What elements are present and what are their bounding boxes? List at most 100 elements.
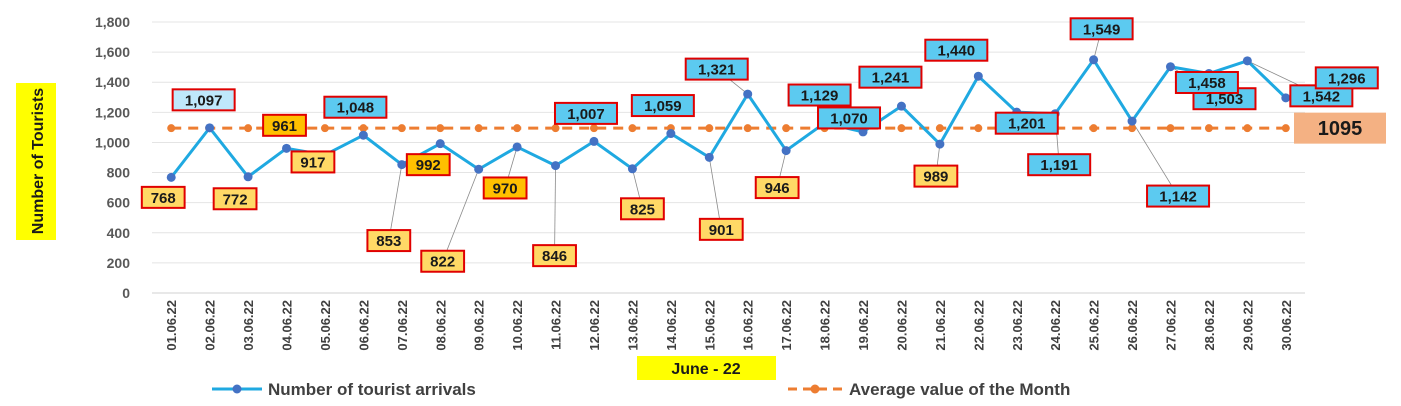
x-tick-label: 17.06.22 (779, 300, 794, 351)
x-tick-label: 04.06.22 (280, 300, 295, 351)
arrivals-point (974, 72, 983, 81)
average-point (974, 124, 982, 132)
average-point (1090, 124, 1098, 132)
arrivals-point (513, 142, 522, 151)
data-label: 946 (765, 180, 790, 197)
data-labels: 768 1,097 772 961 917 1,048 853 992 822 970 846 1,0… (142, 18, 1386, 271)
data-label: 1,241 (872, 70, 910, 87)
data-label: 853 (376, 233, 401, 250)
average-point (513, 124, 521, 132)
arrivals-point (897, 102, 906, 111)
data-label: 1,129 (801, 88, 839, 105)
data-label: 822 (430, 254, 455, 271)
data-label: 1,097 (185, 92, 223, 109)
x-axis-ticks: 01.06.22 02.06.22 03.06.22 04.06.22 05.06.22… (164, 300, 1294, 351)
average-point (628, 124, 636, 132)
x-tick-label: 01.06.22 (164, 300, 179, 351)
data-label: 1,048 (337, 100, 375, 117)
arrivals-point (282, 144, 291, 153)
data-label: 1,321 (698, 62, 736, 79)
x-tick-label: 07.06.22 (395, 300, 410, 351)
average-point (936, 124, 944, 132)
data-label: 1,458 (1188, 75, 1226, 92)
data-label: 1,201 (1008, 116, 1046, 133)
y-tick-label: 800 (107, 165, 131, 181)
label-leader (555, 166, 556, 256)
x-tick-label: 05.06.22 (318, 300, 333, 351)
x-tick-label: 15.06.22 (702, 300, 717, 351)
data-label: 1,142 (1159, 189, 1197, 206)
x-tick-label: 26.06.22 (1125, 300, 1140, 351)
x-tick-label: 23.06.22 (1010, 300, 1025, 351)
average-point (552, 124, 560, 132)
x-tick-label: 12.06.22 (587, 300, 602, 351)
x-tick-label: 24.06.22 (1048, 300, 1063, 351)
y-tick-label: 1,400 (95, 74, 130, 90)
legend-arrivals-marker (233, 385, 242, 394)
arrivals-point (1166, 62, 1175, 71)
data-label: 1,440 (938, 43, 976, 60)
x-tick-label: 20.06.22 (894, 300, 909, 351)
arrivals-point (397, 160, 406, 169)
arrivals-point (359, 131, 368, 140)
arrivals-point (1243, 56, 1252, 65)
x-tick-label: 21.06.22 (933, 300, 948, 351)
data-label: 961 (272, 118, 297, 135)
average-point (436, 124, 444, 132)
x-axis-title: June - 22 (671, 361, 740, 378)
x-tick-label: 11.06.22 (549, 300, 564, 350)
arrivals-point (705, 153, 714, 162)
arrivals-point (167, 173, 176, 182)
average-point (244, 124, 252, 132)
x-tick-label: 08.06.22 (433, 300, 448, 351)
arrivals-point (474, 165, 483, 174)
data-label: 992 (416, 157, 441, 174)
arrivals-point (589, 137, 598, 146)
average-point (1243, 124, 1251, 132)
x-tick-label: 29.06.22 (1240, 300, 1255, 351)
y-tick-label: 400 (107, 225, 131, 241)
average-point (744, 124, 752, 132)
legend: Number of tourist arrivals Average value… (212, 380, 1070, 399)
arrivals-point (436, 139, 445, 148)
y-tick-label: 0 (122, 285, 130, 301)
data-label: 1,007 (567, 106, 605, 123)
average-point (1166, 124, 1174, 132)
average-point (167, 124, 175, 132)
label-leader (443, 169, 479, 261)
arrivals-point (1281, 93, 1290, 102)
data-label: 825 (630, 201, 655, 218)
y-axis-title: Number of Tourists (30, 88, 47, 234)
x-tick-label: 03.06.22 (241, 300, 256, 351)
data-label: 1,191 (1040, 157, 1078, 174)
data-label: 1,070 (830, 110, 868, 127)
data-label: 772 (223, 191, 248, 208)
average-point (321, 124, 329, 132)
x-tick-label: 19.06.22 (856, 300, 871, 351)
arrivals-point (935, 140, 944, 149)
x-tick-label: 02.06.22 (203, 300, 218, 351)
data-label: 989 (923, 169, 948, 186)
arrivals-point (1089, 55, 1098, 64)
arrivals-point (1128, 117, 1137, 126)
arrivals-point (244, 172, 253, 181)
data-label: 1,059 (644, 98, 682, 115)
y-tick-label: 1,800 (95, 14, 130, 30)
average-point (782, 124, 790, 132)
y-axis-ticks: 02004006008001,0001,2001,4001,6001,800 (95, 14, 130, 301)
average-point (475, 124, 483, 132)
x-tick-label: 16.06.22 (741, 300, 756, 351)
x-tick-label: 27.06.22 (1163, 300, 1178, 351)
arrivals-point (628, 164, 637, 173)
data-label: 1,549 (1083, 21, 1121, 38)
data-label: 768 (151, 190, 176, 207)
y-tick-label: 1,600 (95, 44, 130, 60)
arrivals-point (743, 90, 752, 99)
x-tick-label: 06.06.22 (356, 300, 371, 351)
arrivals-point (666, 129, 675, 138)
legend-arrivals-label: Number of tourist arrivals (268, 380, 476, 399)
average-label: 1095 (1318, 118, 1363, 140)
x-tick-label: 28.06.22 (1202, 300, 1217, 351)
x-tick-label: 09.06.22 (472, 300, 487, 351)
